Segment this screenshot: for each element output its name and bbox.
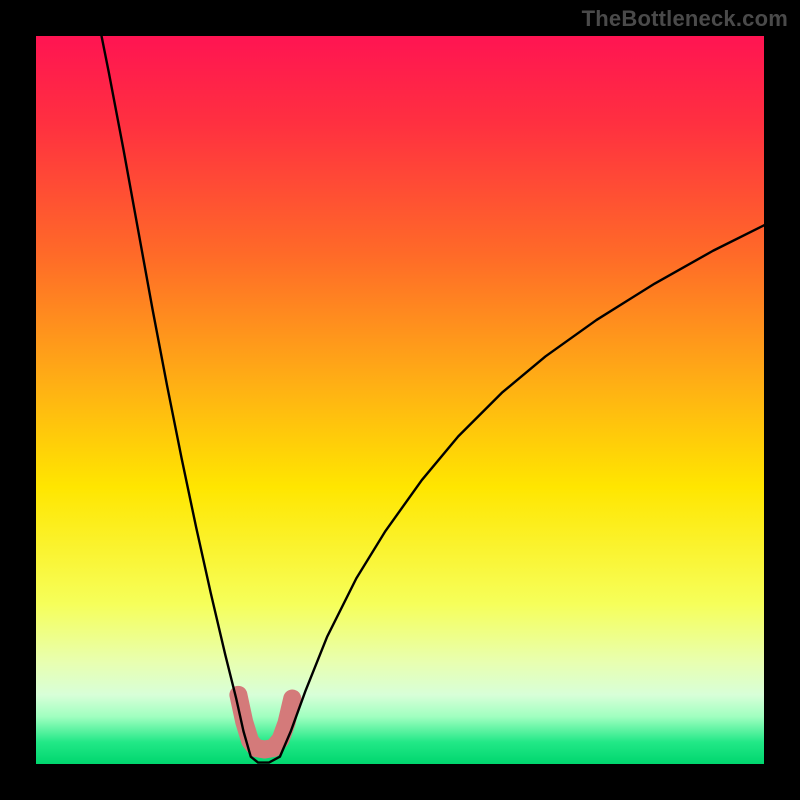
chart-frame: TheBottleneck.com xyxy=(0,0,800,800)
curve-layer xyxy=(36,36,764,764)
watermark-text: TheBottleneck.com xyxy=(582,6,788,32)
bottleneck-curve xyxy=(102,36,764,763)
plot-area xyxy=(36,36,764,764)
